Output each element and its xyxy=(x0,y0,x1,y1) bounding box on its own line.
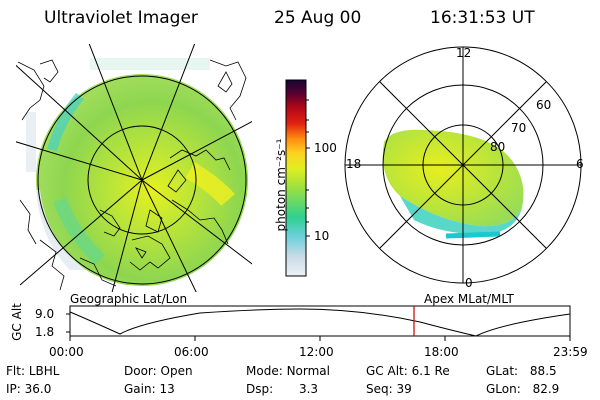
info-dsp-label: Dsp: xyxy=(246,382,274,396)
altitude-curve xyxy=(69,308,571,337)
mlat-label-80: 80 xyxy=(490,140,506,154)
altitude-ytick-1-8: 1.8 xyxy=(35,325,55,339)
time-tick-2359: 23:59 xyxy=(553,345,588,359)
altitude-ylabel: GC Alt xyxy=(10,303,24,341)
info-door: Door: Open xyxy=(124,364,193,378)
info-dsp-value: 3.3 xyxy=(298,382,319,396)
info-flt-value: LBHL xyxy=(28,364,60,378)
date-label: 25 Aug 00 xyxy=(274,8,362,28)
info-glon-value: 82.9 xyxy=(532,382,560,396)
colorbar-unit-label: photon cm⁻²s⁻¹ xyxy=(274,138,288,232)
info-mode: Mode: Normal xyxy=(246,364,330,378)
geographic-caption: Geographic Lat/Lon xyxy=(70,292,188,306)
time-label: 16:31:53 UT xyxy=(430,8,535,28)
info-ip-label: IP: xyxy=(6,382,21,396)
mlt-label-0: 0 xyxy=(465,276,473,290)
info-glon: GLon: 82.9 xyxy=(486,382,559,396)
info-flt: Flt: LBHL xyxy=(6,364,59,378)
colorbar-tick-10: 10 xyxy=(314,229,330,243)
colorbar-tick-100: 100 xyxy=(314,141,337,155)
polar-plot xyxy=(344,46,582,284)
info-gain-value: 13 xyxy=(159,382,175,396)
info-mode-label: Mode: xyxy=(246,364,283,378)
info-door-value: Open xyxy=(160,364,193,378)
mlt-label-6: 6 xyxy=(576,157,584,171)
time-tick-0600: 06:00 xyxy=(174,345,209,359)
info-gcalt-label: GC Alt: xyxy=(366,364,408,378)
altitude-ytick-9: 9.0 xyxy=(35,307,55,321)
info-mode-value: Normal xyxy=(286,364,330,378)
colorbar xyxy=(285,79,307,277)
info-seq-value: 39 xyxy=(396,382,412,396)
info-glat-value: 88.5 xyxy=(529,364,557,378)
apex-caption: Apex MLat/MLT xyxy=(424,292,514,306)
info-ip: IP: 36.0 xyxy=(6,382,51,396)
mlat-label-70: 70 xyxy=(511,121,527,135)
info-gcalt: GC Alt: 6.1 Re xyxy=(366,364,450,378)
geographic-map xyxy=(16,44,252,292)
info-gain-label: Gain: xyxy=(124,382,156,396)
info-seq: Seq: 39 xyxy=(366,382,412,396)
info-dsp: Dsp: 3.3 xyxy=(246,382,318,396)
info-glat: GLat: 88.5 xyxy=(486,364,557,378)
mlt-label-18: 18 xyxy=(346,157,362,171)
info-flt-label: Flt: xyxy=(6,364,25,378)
instrument-title: Ultraviolet Imager xyxy=(44,8,198,28)
info-ip-value: 36.0 xyxy=(24,382,52,396)
time-tick-1200: 12:00 xyxy=(299,345,334,359)
altitude-plot xyxy=(66,305,571,341)
info-seq-label: Seq: xyxy=(366,382,393,396)
info-glat-label: GLat: xyxy=(486,364,519,378)
time-tick-1800: 18:00 xyxy=(424,345,459,359)
mlat-label-60: 60 xyxy=(536,98,552,112)
mlt-label-12: 12 xyxy=(456,46,472,60)
info-gain: Gain: 13 xyxy=(124,382,175,396)
time-tick-0000: 00:00 xyxy=(49,345,84,359)
info-door-label: Door: xyxy=(124,364,157,378)
auroral-oval xyxy=(382,129,524,227)
info-glon-label: GLon: xyxy=(486,382,521,396)
info-gcalt-value: 6.1 Re xyxy=(411,364,450,378)
